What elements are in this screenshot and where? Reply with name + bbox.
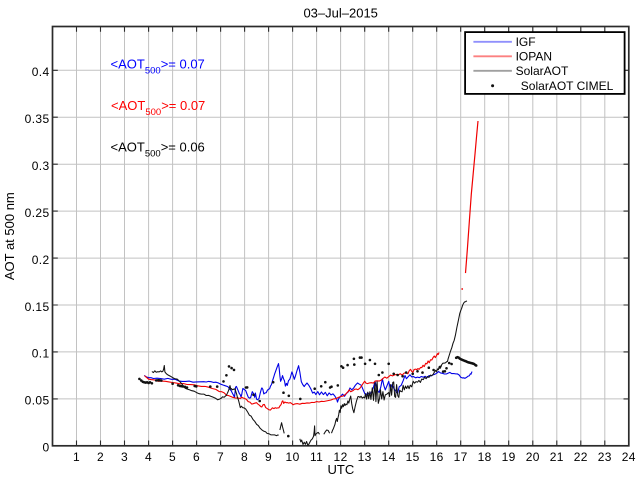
svg-text:19: 19	[502, 450, 516, 464]
svg-text:6: 6	[193, 450, 200, 464]
svg-text:12: 12	[334, 450, 348, 464]
svg-text:11: 11	[310, 450, 323, 464]
svg-text:7: 7	[217, 450, 224, 464]
svg-text:UTC: UTC	[328, 462, 355, 477]
svg-text:0.3: 0.3	[32, 159, 50, 173]
svg-text:0.05: 0.05	[25, 394, 50, 408]
svg-text:4: 4	[145, 450, 152, 464]
svg-text:0.1: 0.1	[32, 347, 50, 361]
svg-text:SolarAOT: SolarAOT	[516, 64, 569, 78]
svg-text:AOT at 500 nm: AOT at 500 nm	[2, 192, 17, 280]
svg-text:0.15: 0.15	[25, 300, 50, 314]
svg-text:14: 14	[382, 450, 396, 464]
svg-text:8: 8	[241, 450, 248, 464]
svg-text:23: 23	[598, 450, 612, 464]
svg-text:0.4: 0.4	[32, 65, 50, 79]
svg-text:03–Jul–2015: 03–Jul–2015	[303, 6, 377, 21]
svg-text:18: 18	[478, 450, 492, 464]
svg-text:0.35: 0.35	[25, 112, 50, 126]
svg-text:10: 10	[286, 450, 300, 464]
svg-text:1: 1	[73, 450, 80, 464]
svg-text:17: 17	[454, 450, 468, 464]
svg-text:24: 24	[622, 450, 636, 464]
svg-text:15: 15	[406, 450, 420, 464]
svg-text:16: 16	[430, 450, 444, 464]
svg-text:IOPAN: IOPAN	[516, 50, 552, 64]
svg-text:3: 3	[121, 450, 128, 464]
svg-text:21: 21	[550, 450, 564, 464]
svg-text:SolarAOT CIMEL: SolarAOT CIMEL	[521, 79, 614, 93]
svg-text:0.25: 0.25	[25, 206, 50, 220]
svg-text:20: 20	[526, 450, 540, 464]
svg-text:2: 2	[97, 450, 104, 464]
svg-text:13: 13	[358, 450, 372, 464]
svg-text:5: 5	[169, 450, 176, 464]
svg-text:9: 9	[265, 450, 272, 464]
svg-text:0.2: 0.2	[32, 253, 50, 267]
svg-text:22: 22	[574, 450, 588, 464]
svg-text:IGF: IGF	[516, 35, 536, 49]
svg-text:0: 0	[43, 441, 50, 455]
